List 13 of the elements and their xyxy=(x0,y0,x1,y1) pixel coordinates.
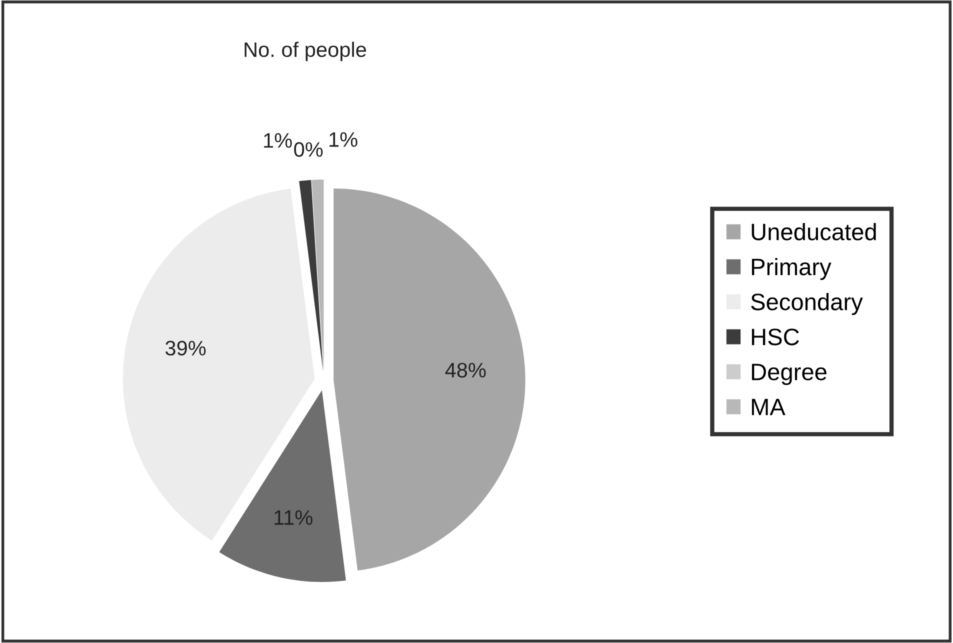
data-label: 1% xyxy=(330,132,358,147)
text: 0% xyxy=(294,142,323,157)
chart-title: No. of people xyxy=(244,42,366,62)
data-label: 48% xyxy=(445,362,486,378)
legend-label: MA xyxy=(752,398,786,416)
legend-label: Secondary xyxy=(751,292,863,316)
legend-label: HSC xyxy=(752,328,799,346)
data-label: 39% xyxy=(166,340,206,356)
legend-label: Uneducated xyxy=(752,223,876,240)
legend-label: Degree xyxy=(752,364,826,385)
data-label: 11% xyxy=(274,510,312,525)
data-label: 1% xyxy=(264,133,292,148)
legend-label: Primary xyxy=(752,258,832,280)
